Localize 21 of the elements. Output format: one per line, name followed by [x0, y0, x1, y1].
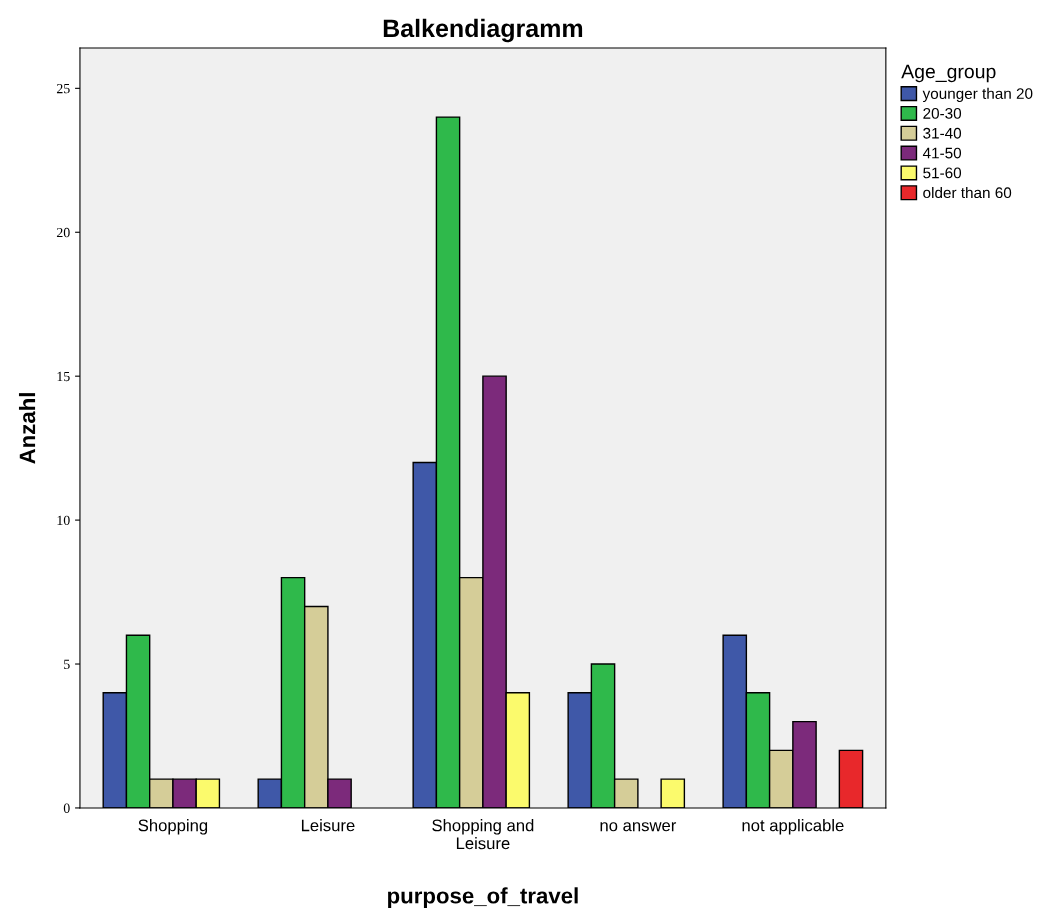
- chart-title: Balkendiagramm: [383, 18, 583, 43]
- x-tick-label: Shopping: [138, 819, 208, 835]
- legend-label: younger than 20: [922, 87, 1033, 103]
- y-tick-label: 15: [57, 371, 70, 382]
- legend-label: older than 60: [923, 186, 1012, 199]
- legend-label: 31-40: [923, 127, 962, 139]
- y-tick-label: 10: [57, 515, 70, 526]
- y-tick-label: 25: [56, 83, 70, 94]
- legend-label: 20-30: [923, 108, 962, 119]
- legend-title: Age_group: [901, 64, 996, 83]
- y-tick-label: 0: [63, 803, 70, 813]
- x-tick-label: no answer: [600, 822, 677, 832]
- y-tick-label: 20: [56, 227, 70, 238]
- x-tick-label: not applicable: [742, 819, 844, 835]
- x-tick-label: Shopping and Leisure: [432, 819, 534, 850]
- y-axis-title: Anzahl: [18, 393, 36, 464]
- legend-label: 51-60: [923, 167, 962, 179]
- legend-label: 41-50: [922, 147, 962, 159]
- x-axis-title: purpose_of_travel: [388, 887, 578, 908]
- x-tick-label: Leisure: [301, 819, 355, 832]
- y-tick-label: 5: [64, 659, 70, 669]
